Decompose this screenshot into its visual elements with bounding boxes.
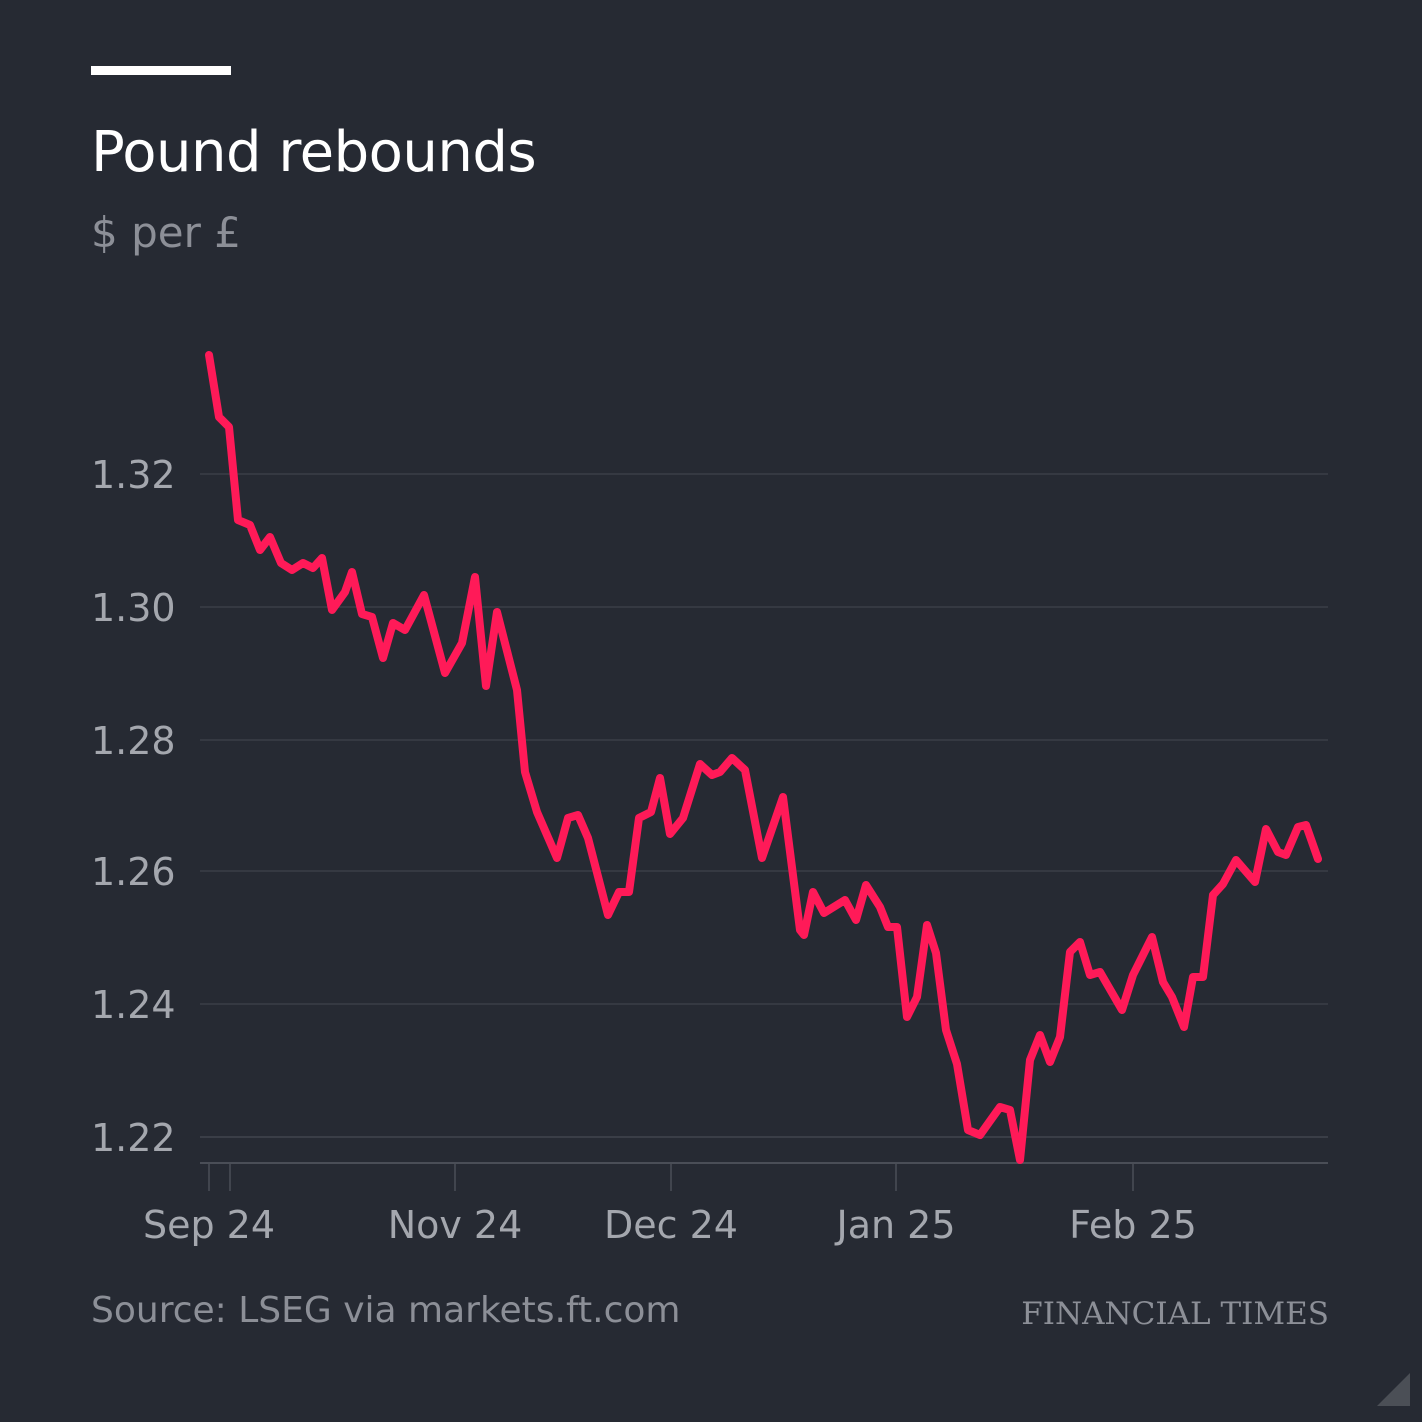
corner-triangle-icon	[1377, 1373, 1410, 1406]
x-tick-label: Sep 24	[143, 1203, 275, 1247]
source-note: Source: LSEG via markets.ft.com	[91, 1290, 681, 1331]
x-axis-labels: Sep 24 Nov 24 Dec 24 Jan 25 Feb 25	[143, 1203, 1197, 1247]
y-tick-label: 1.26	[91, 850, 176, 894]
y-tick-label: 1.30	[91, 586, 176, 630]
gridlines	[200, 473, 1328, 1138]
chart-subtitle: $ per £	[91, 208, 241, 257]
y-axis-labels: 1.22 1.24 1.26 1.28 1.30 1.32	[91, 453, 176, 1160]
title-accent-bar	[91, 66, 231, 75]
x-tick-label: Feb 25	[1069, 1203, 1197, 1247]
x-tick-label: Dec 24	[604, 1203, 738, 1247]
ft-brand-logo: FINANCIAL TIMES	[1021, 1296, 1329, 1332]
y-tick-label: 1.24	[91, 983, 176, 1027]
gbp-usd-series-line	[205, 351, 1322, 1164]
chart-title: Pound rebounds	[91, 120, 537, 185]
x-tick-label: Nov 24	[388, 1203, 523, 1247]
y-tick-label: 1.22	[91, 1116, 176, 1160]
x-tick-label: Jan 25	[834, 1203, 955, 1247]
y-tick-label: 1.32	[91, 453, 176, 497]
y-tick-label: 1.28	[91, 719, 176, 763]
x-axis-ticks	[208, 1163, 1134, 1191]
